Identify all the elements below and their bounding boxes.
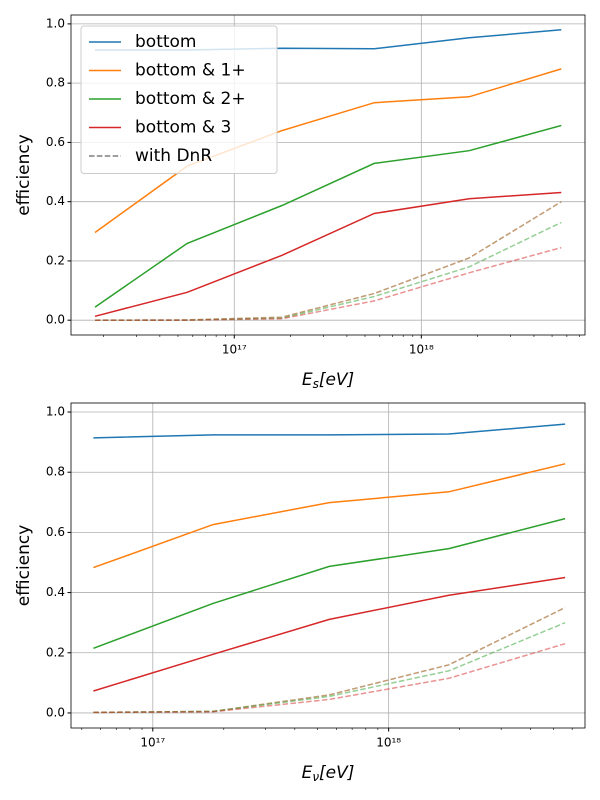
axes-frame <box>70 402 586 729</box>
series-line <box>93 517 566 650</box>
x-axis-label: Eν[eV] <box>302 763 355 784</box>
axes-frame <box>70 14 586 336</box>
dnr-line <box>93 606 566 714</box>
dnr-line <box>93 642 566 714</box>
dnr-line <box>93 606 566 714</box>
legend-label: bottom & 3 <box>135 118 231 138</box>
series-line <box>93 576 566 692</box>
series-line <box>94 191 562 318</box>
y-tick-label: 0.4 <box>46 585 65 599</box>
y-tick-label: 0.0 <box>46 705 65 719</box>
x-tick-label: 10¹⁸ <box>376 736 401 750</box>
y-tick-label: 0.0 <box>46 313 65 327</box>
y-tick-label: 1.0 <box>46 16 65 30</box>
legend-label: bottom & 2+ <box>135 89 246 109</box>
x-label-rest: [eV] <box>319 370 354 390</box>
series-line <box>94 68 562 234</box>
legend-label: bottom & 1+ <box>135 61 246 81</box>
series-line <box>94 124 562 308</box>
y-tick-label: 0.4 <box>46 194 65 208</box>
x-axis-label: Es[eV] <box>302 370 354 391</box>
y-tick-label: 0.8 <box>46 76 65 90</box>
dnr-line <box>93 622 566 714</box>
x-label-base: E <box>302 763 313 783</box>
legend-box <box>80 25 278 174</box>
legend-label: with DnR <box>135 146 212 166</box>
x-label-rest: [eV] <box>319 763 354 783</box>
dnr-line <box>95 221 562 321</box>
x-label-base: E <box>302 370 313 390</box>
y-tick-label: 0.6 <box>46 135 65 149</box>
y-tick-label: 1.0 <box>46 405 65 419</box>
dnr-line <box>95 246 562 321</box>
x-label-sub: s <box>313 377 319 391</box>
x-label-sub: ν <box>312 770 319 784</box>
x-tick-label: 10¹⁷ <box>222 343 247 357</box>
legend-label: bottom <box>135 32 196 52</box>
series-line <box>93 423 566 439</box>
y-tick-label: 0.2 <box>46 645 65 659</box>
y-tick-label: 0.6 <box>46 525 65 539</box>
y-axis-label: efficiency <box>14 134 34 216</box>
y-tick-label: 0.8 <box>46 465 65 479</box>
y-axis-label: efficiency <box>14 525 34 607</box>
x-tick-label: 10¹⁷ <box>140 736 165 750</box>
x-tick-label: 10¹⁸ <box>409 343 434 357</box>
y-tick-label: 0.2 <box>46 253 65 267</box>
series-line <box>93 463 566 569</box>
